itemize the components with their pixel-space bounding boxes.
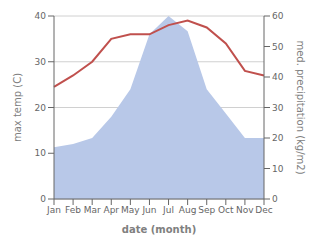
svg-text:max temp (C): max temp (C) (12, 73, 23, 142)
svg-text:Dec: Dec (255, 205, 272, 215)
svg-text:60: 60 (272, 11, 284, 21)
svg-text:Feb: Feb (65, 205, 81, 215)
svg-text:Sep: Sep (198, 205, 215, 215)
svg-text:Mar: Mar (84, 205, 101, 215)
svg-text:0: 0 (40, 194, 46, 204)
svg-text:med. precipitation (kg/m2): med. precipitation (kg/m2) (295, 40, 306, 174)
svg-text:20: 20 (35, 103, 47, 113)
svg-text:30: 30 (35, 57, 47, 67)
svg-text:Oct: Oct (218, 205, 234, 215)
svg-text:10: 10 (35, 148, 47, 158)
svg-text:20: 20 (272, 133, 284, 143)
svg-text:Nov: Nov (236, 205, 254, 215)
svg-text:Jul: Jul (162, 205, 174, 215)
svg-text:Jan: Jan (46, 205, 61, 215)
svg-text:date (month): date (month) (122, 224, 196, 235)
svg-text:Apr: Apr (103, 205, 119, 215)
svg-text:40: 40 (35, 11, 47, 21)
svg-text:30: 30 (272, 103, 284, 113)
svg-text:0: 0 (272, 194, 278, 204)
svg-text:10: 10 (272, 164, 284, 174)
svg-text:50: 50 (272, 42, 284, 52)
svg-text:Jun: Jun (141, 205, 156, 215)
svg-text:May: May (121, 205, 140, 215)
svg-text:40: 40 (272, 72, 284, 82)
svg-text:Aug: Aug (179, 205, 197, 215)
